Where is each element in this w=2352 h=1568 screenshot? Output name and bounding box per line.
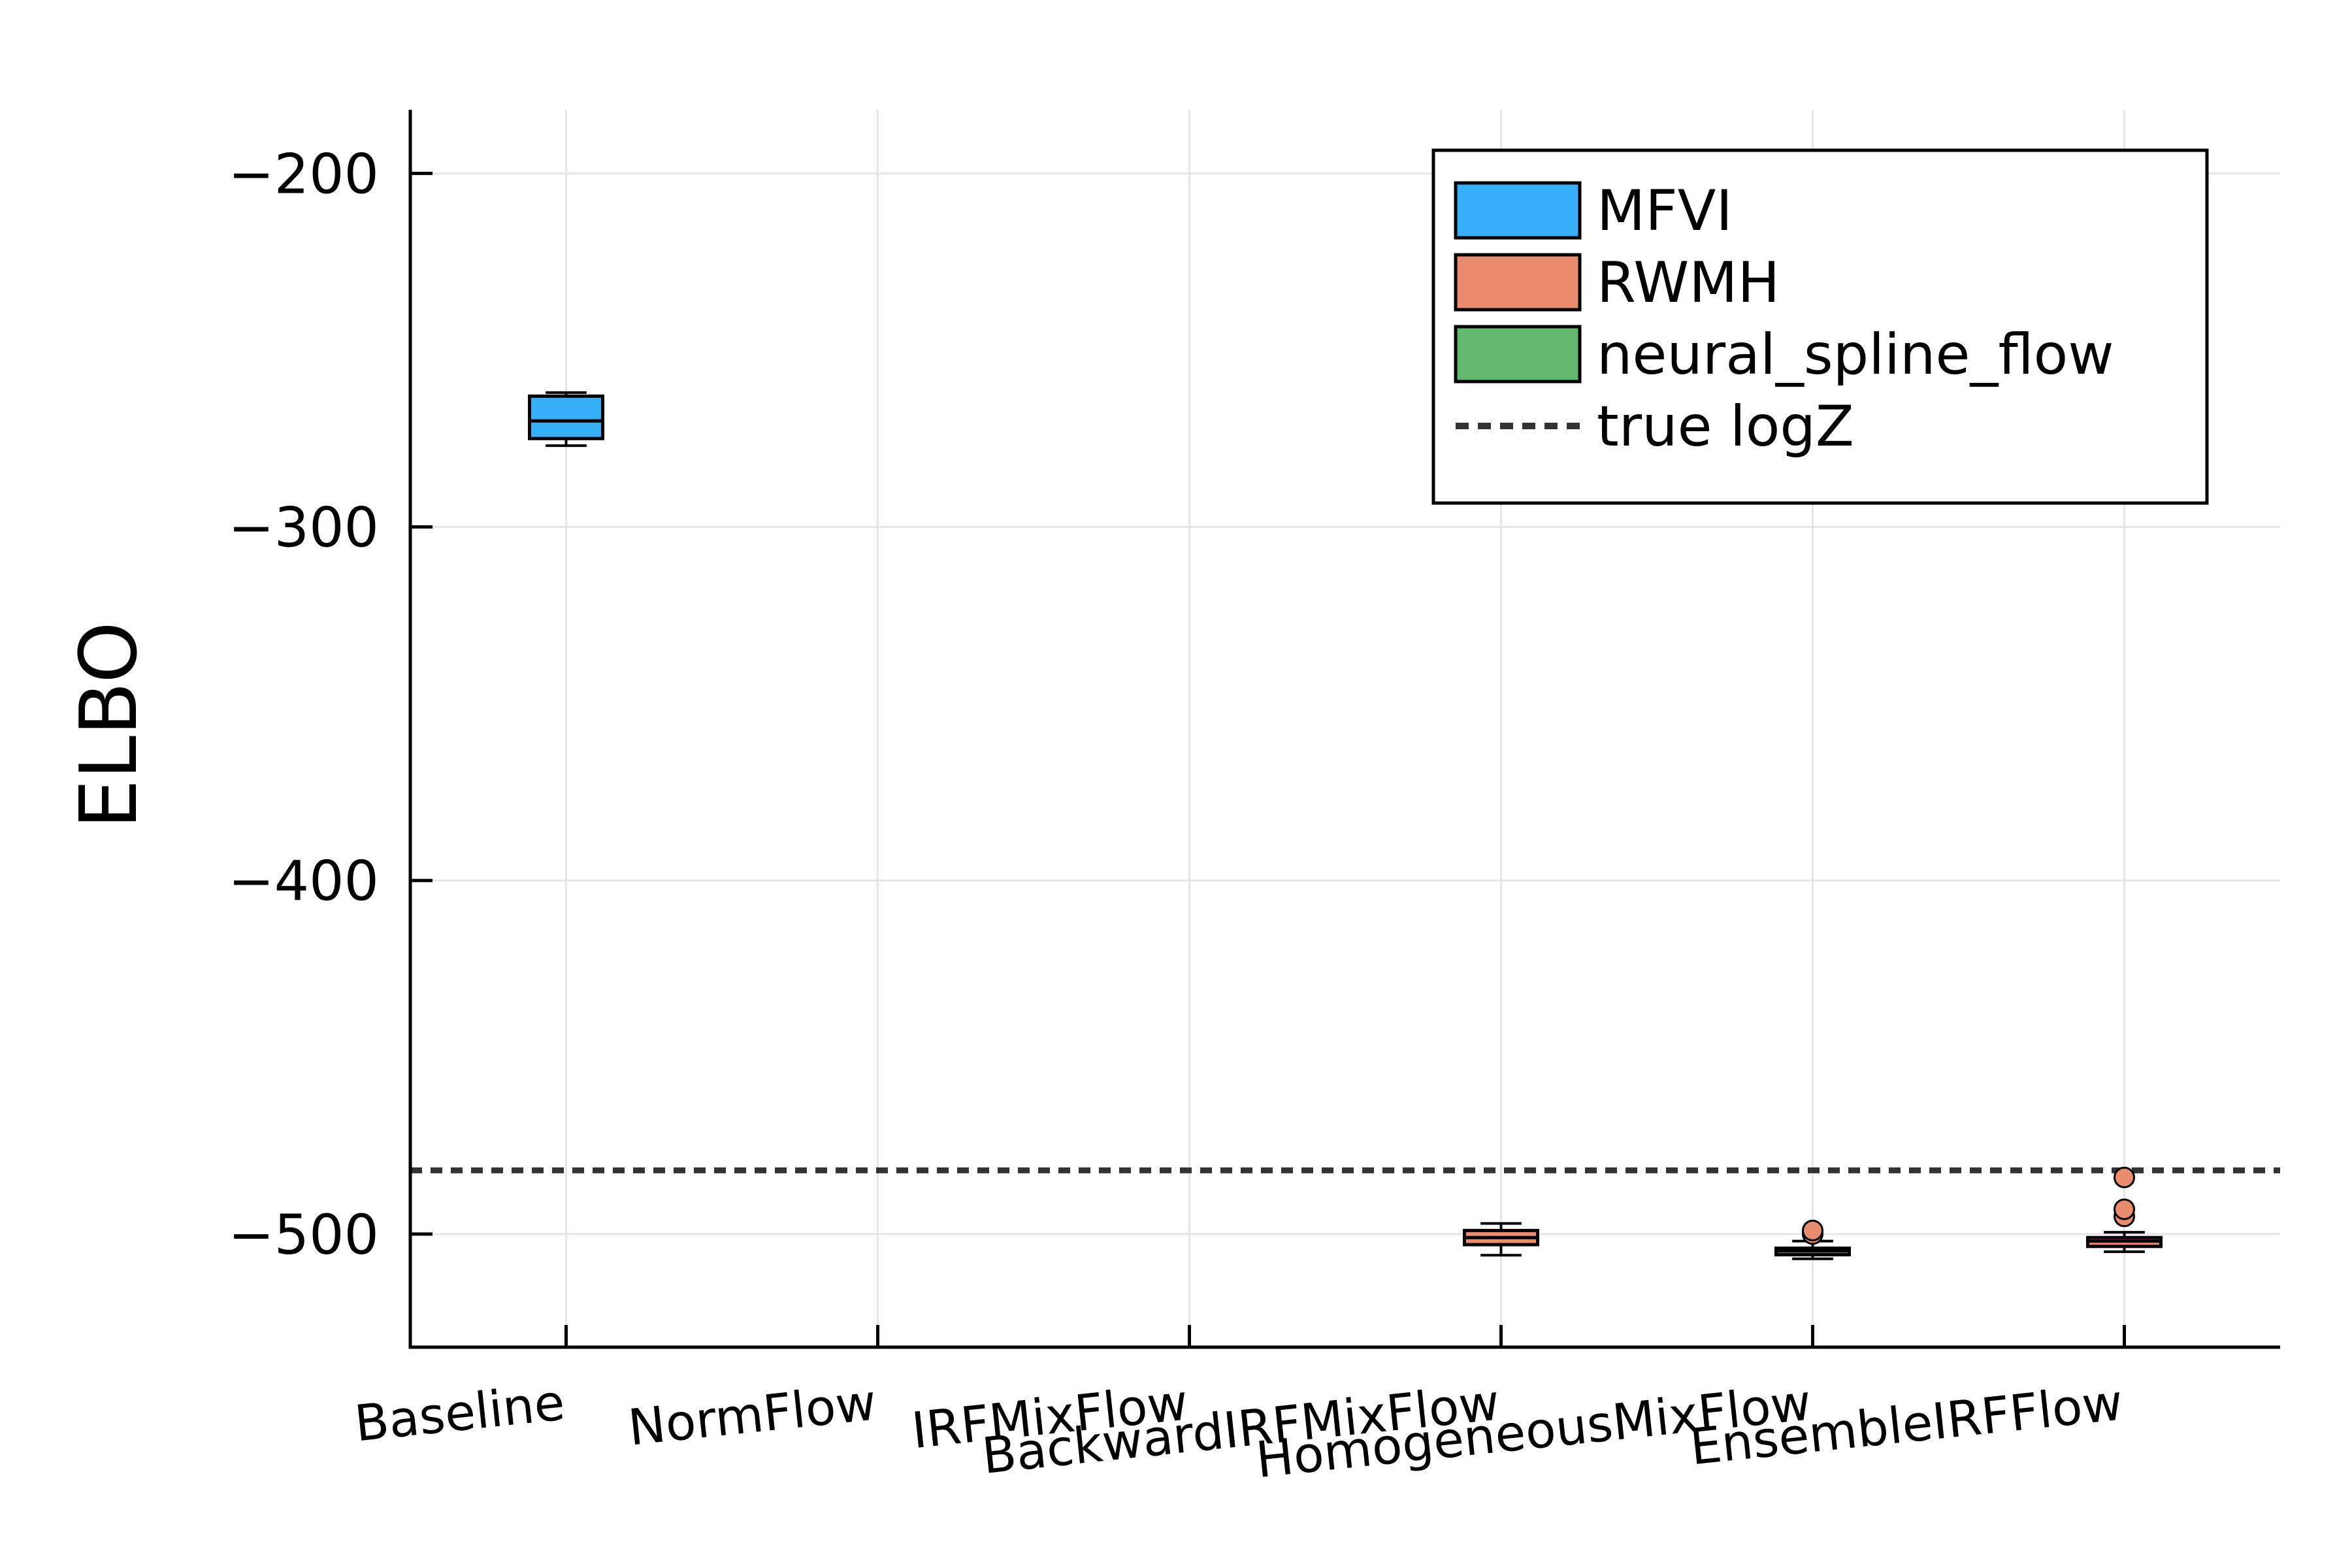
y-tick-label: −500 [228,1203,379,1267]
legend-entry-mfvi: MFVI [1454,178,1733,244]
box-mfvi-baseline [528,391,604,448]
y-tick-label: −200 [228,142,379,206]
grid-lines [410,110,2280,1347]
y-axis-label: ELBO [64,621,155,828]
y-axis-ticks: −200 −300 −400 −500 [228,142,433,1267]
x-tick-label-normflow: NormFlow [625,1373,879,1456]
x-tick-label-baseline: Baseline [352,1373,568,1452]
axes [408,110,2280,1349]
legend-entry-rwmh: RWMH [1454,250,1780,316]
box-body [528,394,604,440]
outlier-point [2114,1166,2135,1188]
legend-swatch [1454,325,1582,384]
legend-entry-neural-spline-flow: neural_spline_flow [1454,322,2114,387]
box-rwmh-backwardirfmixflow [1463,1222,1539,1257]
y-tick-label: −300 [228,496,379,560]
legend-entry-true-logz: true logZ [1456,394,1854,459]
legend-label: neural_spline_flow [1597,322,2114,387]
x-axis-ticks: Baseline NormFlow IRFMixFlowBackwardIRFMix… [352,1325,2126,1489]
legend-label: true logZ [1597,394,1854,459]
outlier-point [1802,1219,1823,1241]
legend-label: MFVI [1597,178,1733,244]
box-rwmh-ensembleirfflow [2086,1166,2163,1253]
outlier-point [2114,1198,2135,1220]
legend-label: RWMH [1597,250,1780,316]
legend-swatch [1454,181,1582,240]
box-plots [528,391,2163,1260]
y-tick-label: −400 [228,849,379,913]
legend-swatch [1454,253,1582,312]
box-rwmh-homogeneousmixflow [1774,1219,1851,1260]
